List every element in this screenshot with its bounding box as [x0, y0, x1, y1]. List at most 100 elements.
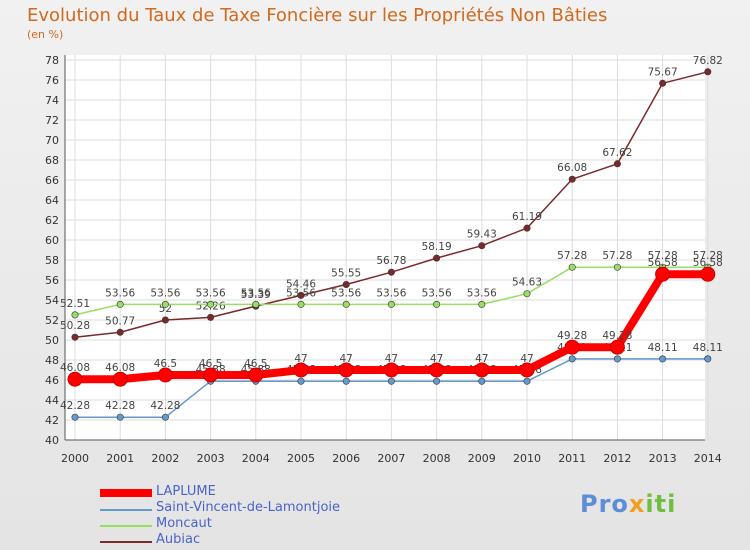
data-point: [161, 413, 169, 421]
data-point: [387, 268, 395, 276]
data-point: [478, 242, 486, 250]
data-label: 49.28: [557, 330, 587, 342]
data-label: 61.19: [512, 211, 542, 223]
x-tick-label: 2013: [649, 452, 677, 465]
y-tick-label: 66: [45, 174, 59, 187]
data-point: [523, 377, 531, 385]
x-tick-label: 2001: [106, 452, 134, 465]
data-label: 52.51: [60, 298, 90, 310]
data-point: [207, 313, 215, 321]
y-tick-label: 76: [45, 74, 59, 87]
y-tick-label: 52: [45, 314, 59, 327]
y-tick-label: 72: [45, 114, 59, 127]
data-point: [71, 413, 79, 421]
x-tick-label: 2005: [287, 452, 315, 465]
x-tick-label: 2007: [377, 452, 405, 465]
data-point: [67, 371, 83, 387]
data-label: 46.5: [154, 358, 177, 370]
data-point: [207, 300, 215, 308]
legend-swatch: [100, 525, 152, 527]
data-label: 42.28: [60, 400, 90, 412]
data-label: 53.56: [150, 287, 180, 299]
data-label: 58.19: [422, 241, 452, 253]
data-point: [116, 328, 124, 336]
data-point: [387, 300, 395, 308]
data-label: 53.56: [286, 287, 316, 299]
data-point: [297, 300, 305, 308]
data-point: [519, 362, 535, 378]
data-label: 53.56: [241, 287, 271, 299]
data-label: 47: [294, 353, 307, 365]
data-label: 48.11: [693, 342, 723, 354]
data-point: [523, 224, 531, 232]
data-point: [568, 263, 576, 271]
data-label: 54.63: [512, 277, 542, 289]
proxiti-logo: Proxiti: [580, 490, 676, 518]
data-point: [161, 316, 169, 324]
data-point: [659, 79, 667, 87]
data-label: 47: [520, 353, 533, 365]
data-label: 50.28: [60, 320, 90, 332]
x-tick-label: 2000: [61, 452, 89, 465]
y-tick-label: 74: [45, 94, 59, 107]
data-label: 47: [385, 353, 398, 365]
data-label: 75.67: [648, 66, 678, 78]
data-point: [478, 377, 486, 385]
data-point: [297, 377, 305, 385]
data-label: 48.11: [648, 342, 678, 354]
data-point: [293, 362, 309, 378]
logo-part: iti: [645, 490, 677, 518]
x-tick-label: 2008: [423, 452, 451, 465]
data-point: [568, 175, 576, 183]
data-label: 54.46: [286, 278, 316, 290]
data-point: [659, 355, 667, 363]
data-point: [474, 362, 490, 378]
data-point: [383, 362, 399, 378]
data-point: [161, 300, 169, 308]
data-label: 67.62: [602, 147, 632, 159]
x-tick-label: 2014: [694, 452, 722, 465]
y-tick-label: 40: [45, 434, 59, 447]
y-tick-label: 78: [45, 54, 59, 67]
legend-swatch: [100, 489, 152, 497]
data-label: 56.78: [376, 255, 406, 267]
data-point: [203, 367, 219, 383]
legend-swatch: [100, 509, 152, 511]
data-label: 46.5: [199, 358, 222, 370]
x-tick-label: 2004: [242, 452, 270, 465]
data-point: [609, 339, 625, 355]
data-label: 53.56: [196, 287, 226, 299]
data-point: [568, 355, 576, 363]
data-point: [433, 300, 441, 308]
legend-label: Aubiac: [156, 532, 201, 547]
data-label: 47: [340, 353, 353, 365]
y-tick-label: 64: [45, 194, 59, 207]
chart-title: Evolution du Taux de Taxe Foncière sur l…: [27, 5, 608, 26]
data-label: 53.56: [331, 287, 361, 299]
data-label: 56.58: [693, 257, 723, 269]
data-point: [342, 280, 350, 288]
data-point: [613, 355, 621, 363]
data-label: 57.28: [648, 250, 678, 262]
legend-label: LAPLUME: [156, 484, 216, 499]
data-point: [71, 333, 79, 341]
data-point: [613, 160, 621, 168]
y-tick-label: 48: [45, 354, 59, 367]
data-point: [704, 355, 712, 363]
y-tick-label: 54: [45, 294, 59, 307]
legend-label: Saint-Vincent-de-Lamontjoie: [156, 500, 341, 515]
y-tick-label: 44: [45, 394, 59, 407]
data-point: [523, 290, 531, 298]
y-tick-label: 56: [45, 274, 59, 287]
data-point: [387, 377, 395, 385]
data-point: [71, 311, 79, 319]
y-tick-label: 60: [45, 234, 59, 247]
data-point: [342, 300, 350, 308]
data-point: [613, 263, 621, 271]
data-label: 46.08: [60, 362, 90, 374]
data-label: 49.28: [602, 330, 632, 342]
x-tick-label: 2012: [603, 452, 631, 465]
data-label: 46.08: [105, 362, 135, 374]
